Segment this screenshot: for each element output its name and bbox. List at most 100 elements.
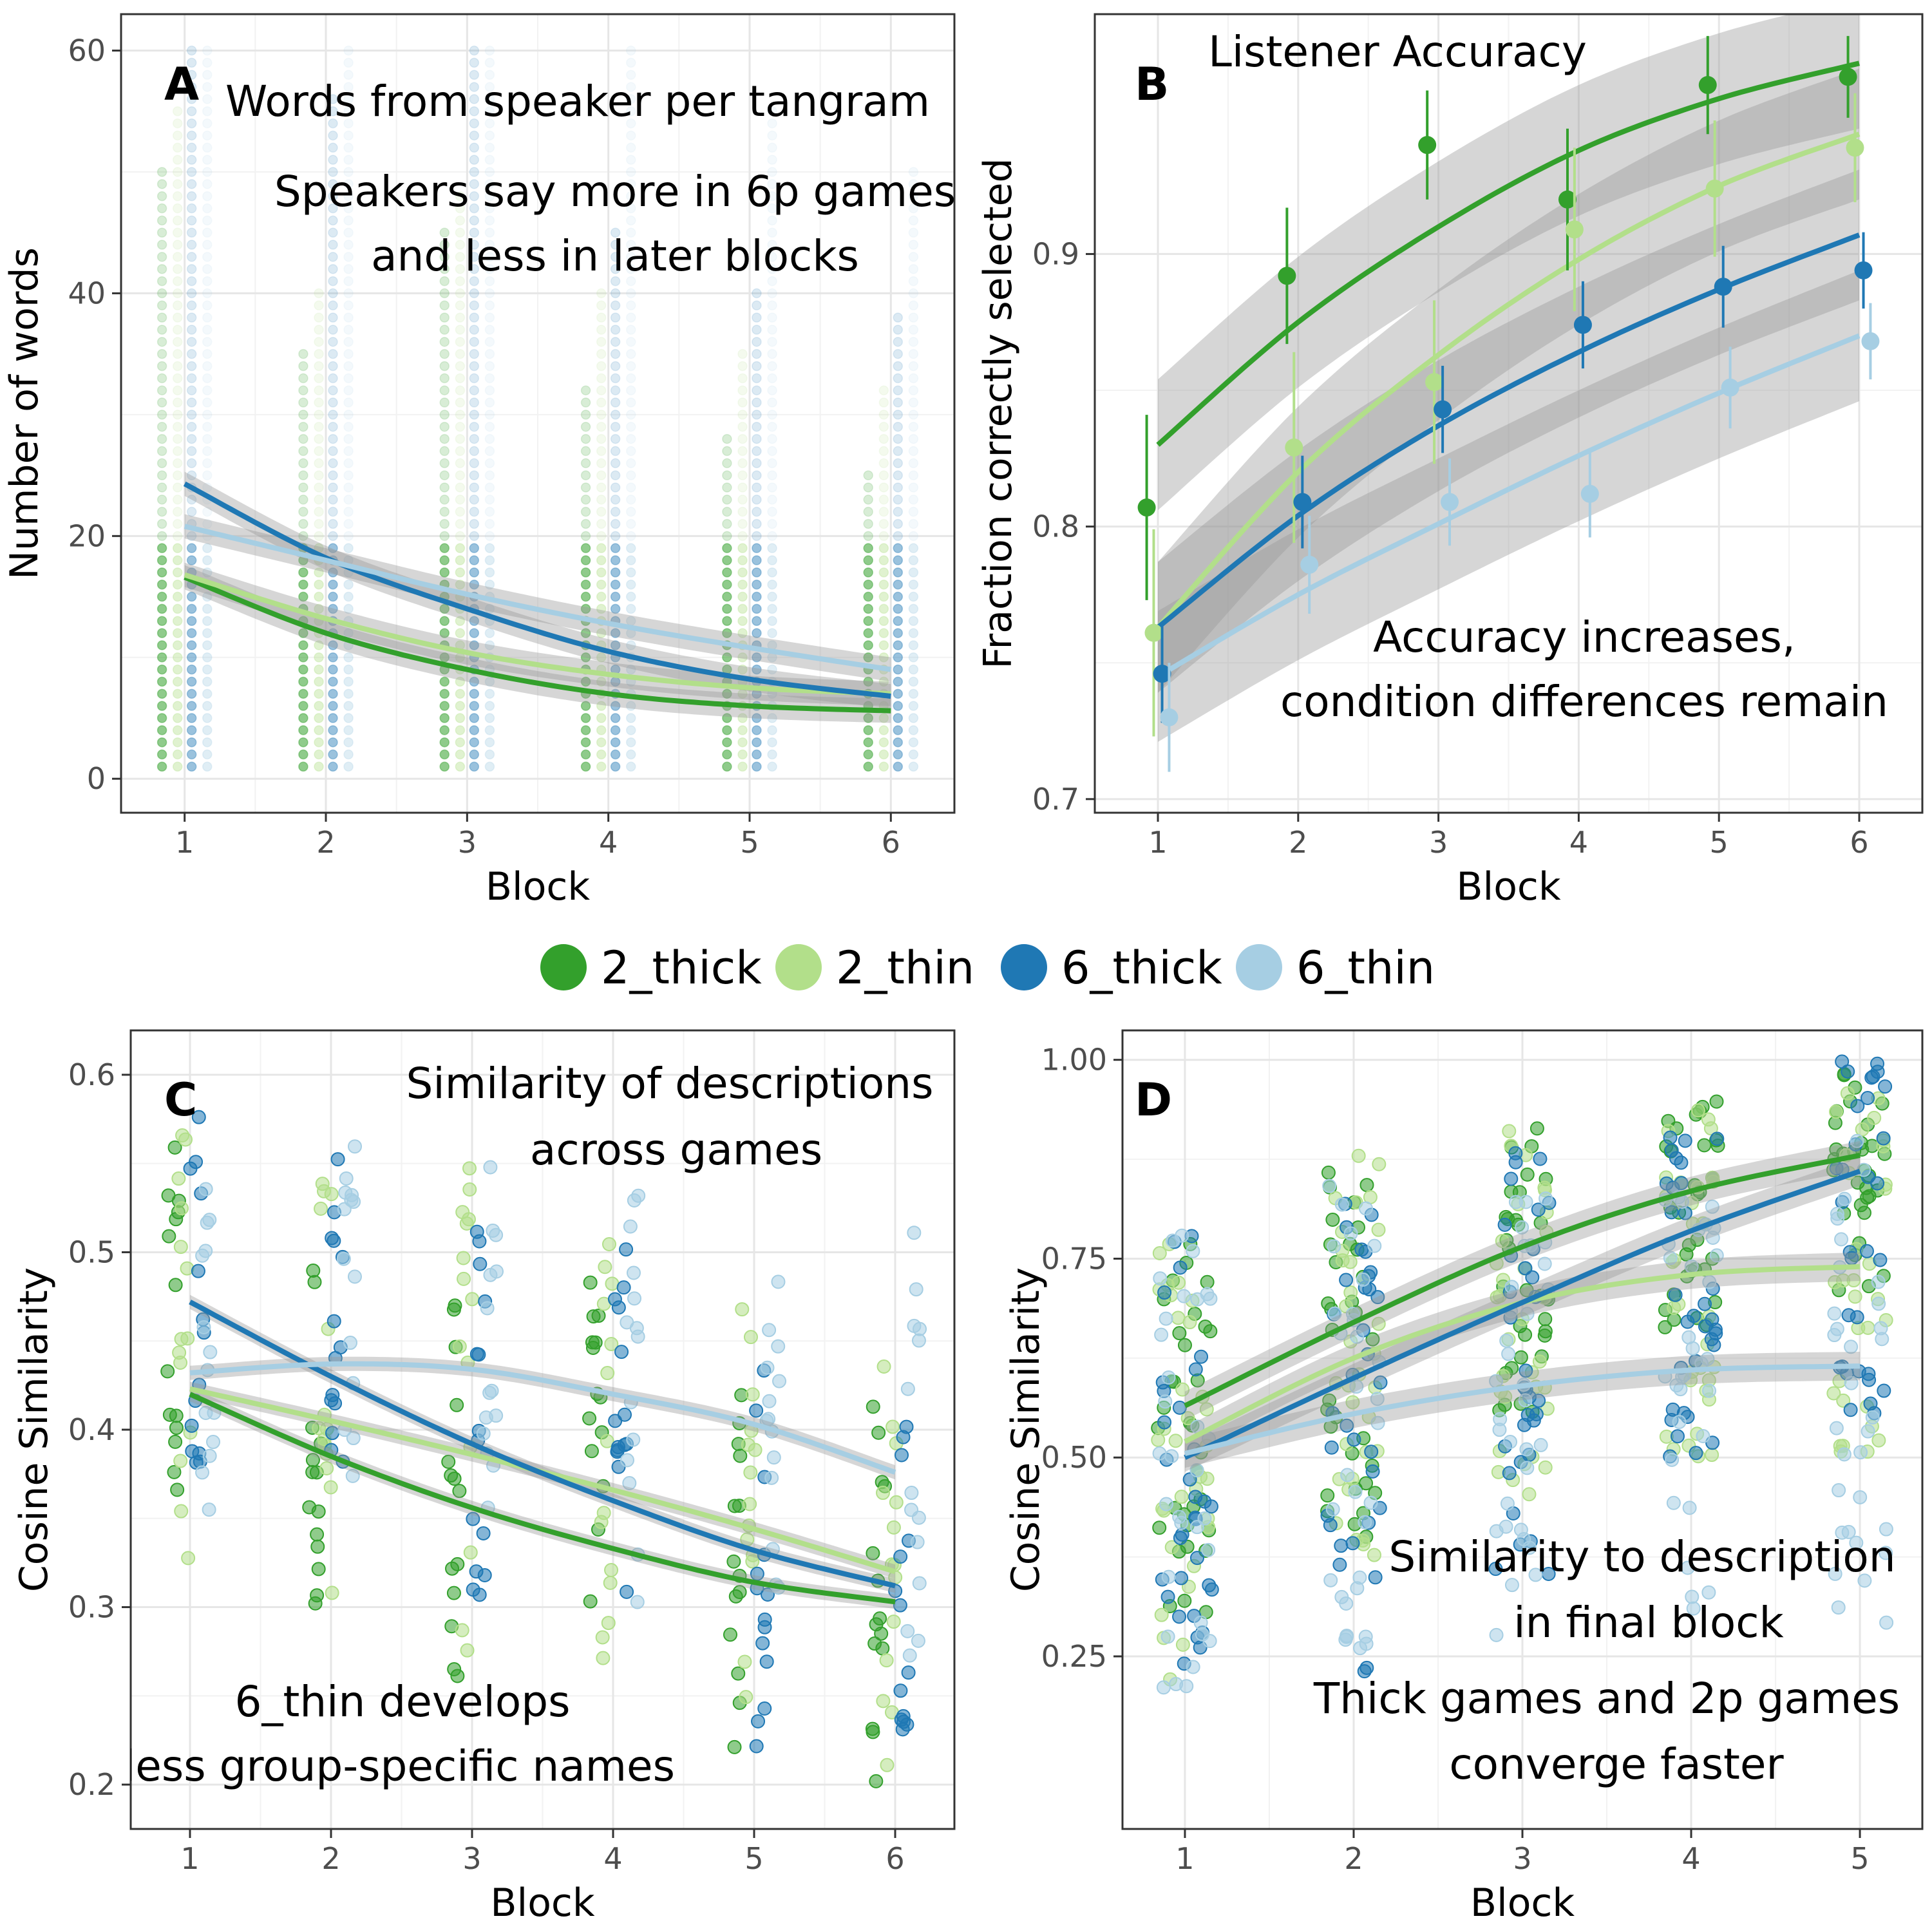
raw-point-6_thin <box>1358 1515 1372 1530</box>
raw-point-6_thin <box>1370 1416 1385 1430</box>
raw-point-6_thin <box>626 410 636 420</box>
raw-point-6_thick <box>186 191 197 202</box>
raw-point-2_thick <box>580 676 591 687</box>
raw-point-6_thin <box>1193 1615 1208 1630</box>
raw-point-6_thin <box>1499 1519 1513 1534</box>
raw-point-6_thin <box>484 676 495 687</box>
raw-point-6_thick <box>328 397 338 408</box>
raw-point-6_thin <box>908 276 919 287</box>
raw-point-6_thin <box>484 518 495 529</box>
raw-point-6_thick <box>1674 1176 1689 1191</box>
raw-point-2_thick <box>863 749 873 760</box>
raw-point-2_thick <box>298 749 308 760</box>
raw-point-6_thin <box>484 300 495 311</box>
raw-point-2_thin <box>172 337 183 347</box>
raw-point-6_thick <box>610 433 621 444</box>
raw-point-2_thin <box>596 518 607 529</box>
raw-point-6_thin <box>1186 1660 1200 1674</box>
raw-point-6_thick <box>186 94 197 104</box>
raw-point-6_thick <box>893 567 904 578</box>
raw-point-6_thick <box>328 155 338 165</box>
raw-point-2_thick <box>439 397 450 408</box>
raw-point-6_thick <box>1861 1091 1875 1106</box>
raw-point-6_thin <box>626 1432 641 1447</box>
raw-point-6_thick <box>328 725 338 735</box>
raw-point-6_thin <box>908 603 919 614</box>
raw-point-2_thick <box>580 385 591 395</box>
raw-point-2_thin <box>878 676 889 687</box>
raw-point-2_thick <box>582 1411 597 1426</box>
raw-point-6_thin <box>1537 1256 1552 1271</box>
raw-point-6_thin <box>1871 1296 1886 1311</box>
raw-point-6_thin <box>484 579 495 590</box>
raw-point-6_thick <box>1172 1609 1187 1624</box>
raw-point-6_thin <box>907 1226 922 1240</box>
raw-point-2_thick <box>722 725 732 735</box>
raw-point-6_thick <box>186 470 197 480</box>
raw-point-6_thick <box>1517 1417 1531 1432</box>
raw-point-2_thin <box>737 482 748 493</box>
raw-point-6_thick <box>1674 1155 1689 1170</box>
raw-point-6_thin <box>202 518 213 529</box>
raw-point-6_thin <box>908 688 919 699</box>
raw-point-2_thin <box>1151 1432 1166 1447</box>
raw-point-2_thick <box>167 1464 182 1479</box>
raw-point-6_thick <box>324 1393 339 1408</box>
raw-point-6_thick <box>610 410 621 420</box>
raw-point-6_thin <box>767 361 777 372</box>
mean-point-2_thick <box>1137 498 1156 517</box>
raw-point-6_thick <box>752 761 762 772</box>
raw-point-2_thick <box>732 1585 747 1600</box>
raw-point-2_thin <box>596 337 607 347</box>
band-6_thick <box>190 1294 895 1593</box>
raw-point-6_thin <box>484 567 495 578</box>
raw-point-6_thin <box>343 373 354 384</box>
raw-point-6_thick <box>186 348 197 359</box>
raw-point-2_thin <box>172 203 183 214</box>
raw-point-6_thick <box>186 628 197 638</box>
raw-point-6_thin <box>767 227 777 238</box>
raw-point-2_thin <box>1367 1548 1381 1562</box>
raw-point-6_thin <box>484 215 495 226</box>
raw-point-6_thick <box>610 506 621 517</box>
mean-point-2_thin <box>1285 438 1303 457</box>
raw-point-6_thick <box>469 94 480 104</box>
raw-point-2_thin <box>1372 1157 1387 1171</box>
raw-point-2_thin <box>596 348 607 359</box>
raw-point-2_thick <box>156 495 167 505</box>
raw-point-6_thick <box>186 458 197 469</box>
raw-point-6_thick <box>610 288 621 299</box>
raw-point-6_thin <box>908 361 919 372</box>
raw-point-6_thin <box>202 94 213 104</box>
raw-point-6_thin <box>202 458 213 469</box>
raw-point-6_thick <box>752 506 762 517</box>
raw-point-6_thin <box>626 203 636 214</box>
y-tick-label: 0.75 <box>1041 1241 1107 1276</box>
panel-annotation: in final block <box>1513 1598 1784 1647</box>
raw-point-2_thin <box>596 652 607 663</box>
raw-point-2_thin <box>172 397 183 408</box>
raw-point-6_thin <box>1201 1542 1216 1557</box>
raw-point-6_thin <box>626 1265 641 1280</box>
raw-point-2_thick <box>1177 1338 1192 1352</box>
raw-point-6_thin <box>622 1475 637 1490</box>
raw-point-2_thin <box>455 725 466 735</box>
raw-point-2_thin <box>737 361 748 372</box>
raw-point-2_thick <box>580 591 591 602</box>
raw-point-6_thick <box>473 1256 488 1271</box>
raw-point-6_thin <box>484 701 495 711</box>
raw-point-2_thin <box>737 713 748 723</box>
raw-point-2_thin <box>172 495 183 505</box>
raw-point-6_thin <box>908 325 919 335</box>
raw-point-2_thin <box>172 325 183 335</box>
raw-point-6_thick <box>752 616 762 626</box>
raw-point-2_thin <box>1855 1122 1870 1137</box>
mean-point-6_thick <box>1293 493 1312 511</box>
raw-point-2_thin <box>1848 1289 1862 1304</box>
raw-point-6_thin <box>1835 1525 1850 1540</box>
raw-point-6_thin <box>202 567 213 578</box>
raw-point-2_thin <box>1840 1086 1855 1101</box>
raw-point-2_thin <box>595 1630 610 1645</box>
raw-point-6_thick <box>1873 1253 1888 1267</box>
band-2_thick <box>1158 14 1859 511</box>
